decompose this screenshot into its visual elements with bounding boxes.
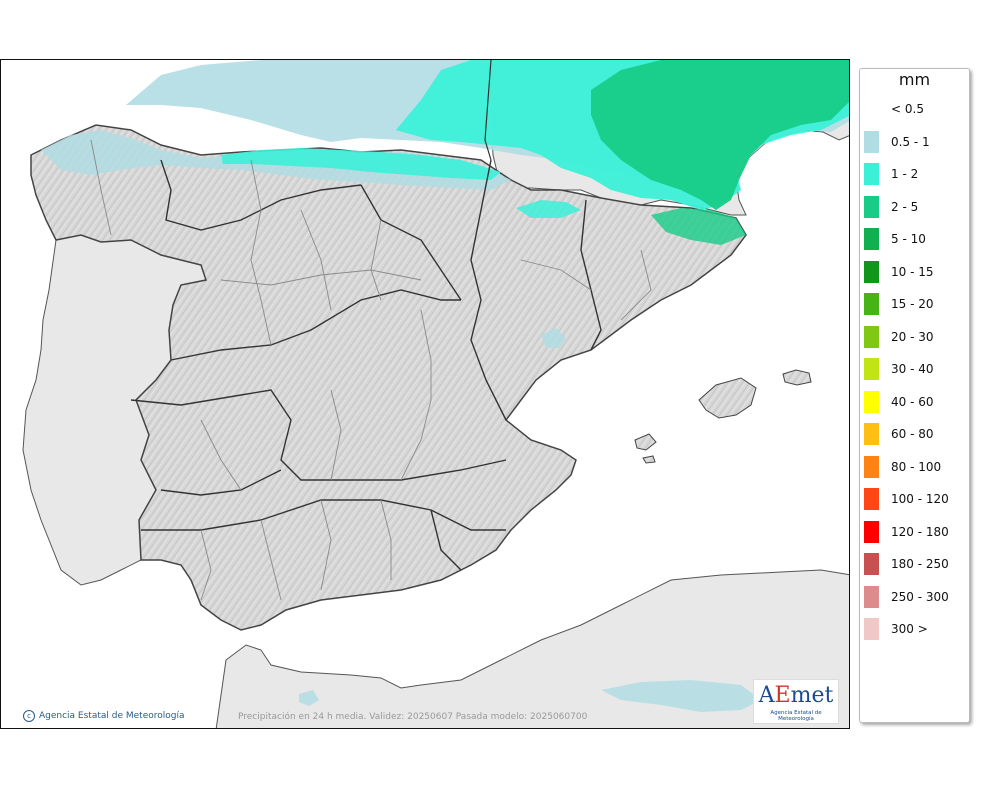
legend-label: 40 - 60 (891, 394, 934, 409)
legend-swatch (864, 553, 879, 575)
aemet-logo: AEmet Agencia Estatal de Meteorología (753, 679, 839, 724)
legend-swatch (864, 98, 879, 120)
legend-row: 250 - 300 (864, 585, 949, 608)
legend-label: 180 - 250 (891, 557, 949, 571)
legend-row: 15 - 20 (864, 293, 934, 315)
legend-row: 10 - 15 (864, 260, 934, 283)
legend-row: 180 - 250 (864, 553, 949, 575)
legend-swatch (864, 293, 879, 315)
ibiza (634, 433, 657, 451)
legend-label: 2 - 5 (891, 199, 919, 214)
legend-swatch (864, 423, 879, 445)
legend-label: < 0.5 (891, 102, 924, 116)
legend-label: 1 - 2 (891, 167, 919, 181)
legend-swatch (864, 618, 879, 640)
legend-swatch (864, 488, 879, 510)
formentera (642, 455, 656, 464)
france-border (484, 60, 492, 161)
legend-label: 15 - 20 (891, 297, 934, 311)
legend-row: 20 - 30 (864, 325, 934, 348)
map-caption: Precipitación en 24 h media. Validez: 20… (238, 712, 588, 722)
legend-label: 0.5 - 1 (891, 134, 930, 149)
legend-swatch (864, 130, 879, 153)
legend-label: 10 - 15 (891, 264, 934, 279)
region-boundaries (130, 159, 602, 571)
legend-label: 80 - 100 (891, 459, 942, 474)
map-canvas (1, 60, 849, 728)
legend-row: 40 - 60 (864, 390, 934, 413)
legend-label: 250 - 300 (891, 589, 949, 604)
legend-unit: mm (898, 70, 931, 89)
legend-swatch (864, 390, 879, 413)
legend-label: 30 - 40 (891, 362, 934, 376)
logo-word: AEmet (758, 683, 834, 708)
precip-teruel (541, 328, 566, 348)
legend-swatch (864, 325, 879, 348)
precip-africa-east (601, 680, 761, 712)
precipitation-legend: mm < 0.5 0.5 - 1 1 - 2 2 - 5 5 - 10 10 - 15 15… (859, 68, 970, 723)
logo-subtitle: Agencia Estatal de Meteorología (770, 710, 822, 722)
legend-label: 20 - 30 (891, 329, 934, 344)
province-boundaries (90, 139, 652, 601)
legend-label: 100 - 120 (891, 492, 949, 506)
legend-label: 5 - 10 (891, 232, 926, 246)
legend-row: 2 - 5 (864, 195, 919, 218)
legend-row: 30 - 40 (864, 358, 934, 380)
legend-swatch (864, 585, 879, 608)
mallorca (698, 377, 757, 419)
precip-pyrenees (651, 208, 746, 245)
legend-swatch (864, 520, 879, 543)
legend-row: 100 - 120 (864, 488, 949, 510)
map-credit: c Agencia Estatal de Meteorología (23, 710, 185, 722)
legend-row: 300 > (864, 618, 928, 640)
precipitation-map[interactable]: c Agencia Estatal de Meteorología Precip… (0, 59, 850, 729)
legend-row: < 0.5 (864, 98, 924, 120)
legend-label: 60 - 80 (891, 427, 934, 441)
legend-row: 80 - 100 (864, 455, 942, 478)
menorca (782, 369, 812, 386)
legend-row: 1 - 2 (864, 163, 918, 185)
copyright-icon: c (23, 710, 35, 722)
legend-swatch (864, 195, 879, 218)
legend-label: 300 > (891, 622, 928, 636)
legend-swatch (864, 455, 879, 478)
legend-label: 120 - 180 (891, 524, 949, 539)
legend-swatch (864, 163, 879, 185)
spain-land (30, 124, 747, 631)
legend-swatch (864, 228, 879, 250)
legend-row: 5 - 10 (864, 228, 926, 250)
credit-text: Agencia Estatal de Meteorología (39, 711, 185, 721)
legend-row: 120 - 180 (864, 520, 949, 543)
legend-row: 60 - 80 (864, 423, 934, 445)
legend-row: 0.5 - 1 (864, 130, 930, 153)
legend-swatch (864, 358, 879, 380)
precip-1-2-cantabria (221, 148, 501, 180)
precip-2-5-north (591, 60, 849, 210)
precip-africa-west (299, 690, 319, 706)
legend-swatch (864, 260, 879, 283)
precip-basque (516, 200, 581, 218)
